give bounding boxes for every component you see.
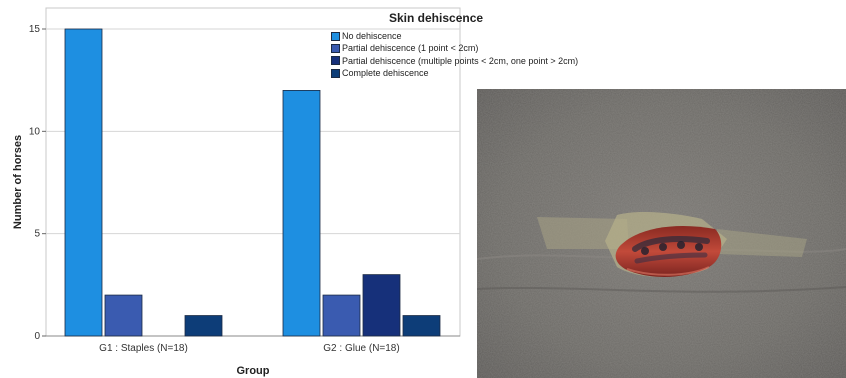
legend: No dehiscence Partial dehiscence (1 point… xyxy=(331,30,578,79)
y-tick-label: 5 xyxy=(34,229,40,240)
bar-2-4 xyxy=(402,315,441,337)
x-tick-label: G1 : Staples (N=18) xyxy=(99,343,188,354)
legend-swatch xyxy=(331,56,340,66)
legend-item: No dehiscence xyxy=(331,30,578,42)
legend-item: Complete dehiscence xyxy=(331,67,578,79)
x-tick-label: G2 : Glue (N=18) xyxy=(323,343,399,354)
bar-2-3 xyxy=(362,274,401,337)
bar-1-1 xyxy=(64,28,103,337)
bar-1-2 xyxy=(104,294,143,337)
bar-2-1 xyxy=(282,90,321,337)
wound-photo xyxy=(477,89,846,378)
legend-item: Partial dehiscence (1 point < 2cm) xyxy=(331,42,578,54)
y-tick-label: 0 xyxy=(34,331,40,342)
y-tick-label: 15 xyxy=(29,24,41,35)
legend-swatch xyxy=(331,31,340,41)
legend-swatch xyxy=(331,68,340,78)
legend-item: Partial dehiscence (multiple points < 2c… xyxy=(331,55,578,67)
legend-label: Partial dehiscence (multiple points < 2c… xyxy=(342,55,579,66)
bar-2-2 xyxy=(322,294,361,337)
x-axis-title: Group xyxy=(237,365,270,377)
wound-photo-image xyxy=(477,89,846,378)
y-axis-title: Number of horses xyxy=(12,135,24,229)
gauze-right xyxy=(717,229,807,257)
legend-label: Complete dehiscence xyxy=(342,68,429,79)
bar-chart: 0 5 10 15 G1 : Staples (N=18) G2 : Glue (N=18… xyxy=(12,7,578,377)
legend-label: No dehiscence xyxy=(342,31,402,42)
chart-canvas: 0 5 10 15 G1 : Staples (N=18) G2 : Glue (N=18… xyxy=(12,7,461,377)
legend-swatch xyxy=(331,43,340,53)
legend-label: Partial dehiscence (1 point < 2cm) xyxy=(342,43,479,54)
y-tick-label: 10 xyxy=(29,126,41,137)
legend-title: Skin dehiscence xyxy=(389,11,484,25)
bar-1-4 xyxy=(184,315,223,337)
